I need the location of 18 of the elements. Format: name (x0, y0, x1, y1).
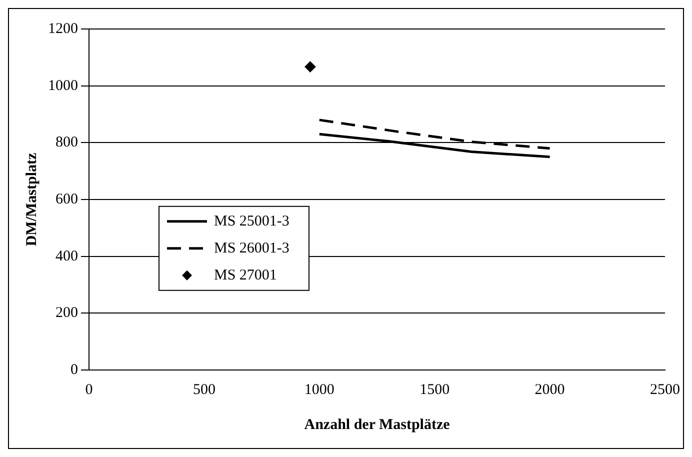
legend-label: MS 26001-3 (214, 240, 290, 256)
y-axis-title: DM/Mastplatz (24, 152, 40, 246)
x-tick-label: 1500 (420, 382, 450, 398)
x-tick-label: 1000 (304, 382, 334, 398)
y-tick-label: 1200 (48, 20, 78, 37)
x-tick-label: 0 (85, 382, 93, 398)
x-tick-label: 2000 (534, 382, 565, 398)
x-tick-label: 500 (192, 382, 216, 398)
x-tick-label: 2500 (650, 382, 680, 398)
x-axis-title: Anzahl der Mastplätze (304, 416, 450, 433)
y-tick-label: 200 (56, 305, 78, 322)
y-tick-label: 800 (56, 134, 78, 151)
y-tick-label: 400 (56, 248, 78, 264)
legend-label: MS 25001-3 (214, 213, 290, 230)
legend-label: MS 27001 (214, 267, 277, 284)
y-tick-label: 600 (56, 191, 78, 208)
y-tick-label: 0 (70, 362, 78, 378)
y-tick-label: 1000 (48, 78, 78, 94)
